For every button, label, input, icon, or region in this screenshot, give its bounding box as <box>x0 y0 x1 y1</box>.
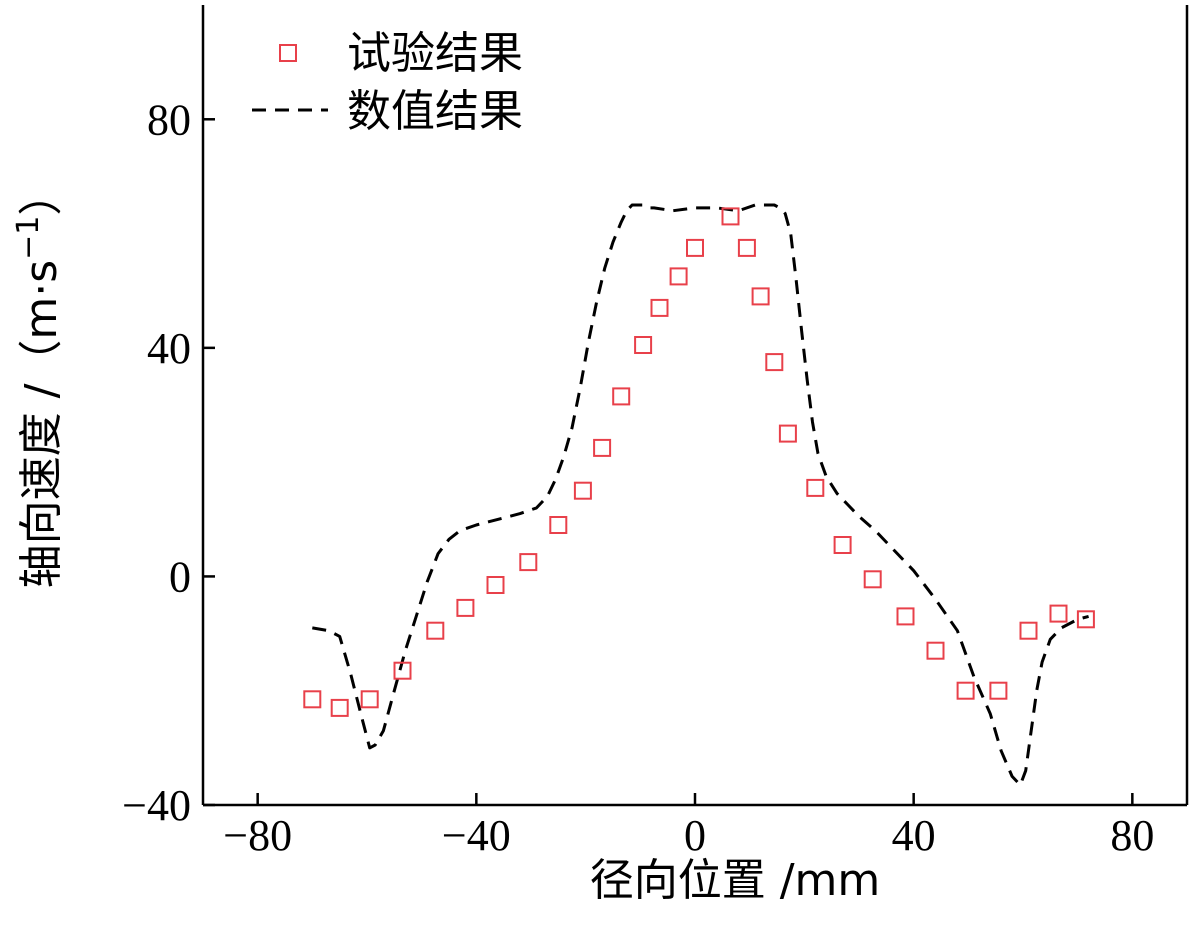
legend-marker-exp-icon <box>279 44 297 62</box>
experimental-point <box>1049 604 1068 623</box>
experimental-point <box>612 387 631 406</box>
y-axis-title: 轴向速度 /（m·s−1） <box>11 172 67 589</box>
y-axis-title-close: ） <box>16 172 67 216</box>
experimental-point <box>833 536 852 554</box>
experimental-point <box>486 576 505 594</box>
experimental-point <box>686 238 704 257</box>
experimental-point <box>956 681 975 700</box>
experimental-point <box>650 298 669 317</box>
experimental-point <box>1076 610 1095 629</box>
experimental-point <box>456 598 475 617</box>
experimental-point <box>737 238 756 257</box>
experimental-point <box>721 207 740 226</box>
experimental-point <box>303 690 322 709</box>
y-tick-label: 40 <box>147 324 191 373</box>
y-ticks: −40 0 40 80 <box>122 95 215 830</box>
experimental-point <box>989 681 1008 700</box>
y-tick-label: 80 <box>147 95 191 144</box>
experimental-point <box>751 287 770 306</box>
numerical-result-line <box>312 203 1089 787</box>
experimental-point <box>926 641 945 660</box>
experimental-point <box>393 661 412 680</box>
x-tick-label: −80 <box>223 811 292 860</box>
x-axis-title: 径向位置 /mm <box>590 855 881 906</box>
experimental-point <box>549 516 568 534</box>
x-tick-label: −40 <box>442 811 511 860</box>
experimental-point <box>896 607 915 626</box>
experimental-point <box>634 336 653 354</box>
x-tick-label: 40 <box>892 811 936 860</box>
experimental-point <box>806 478 825 497</box>
x-tick-label: 80 <box>1110 811 1154 860</box>
experimental-point <box>426 621 445 640</box>
plot-area <box>303 203 1095 787</box>
experimental-point <box>765 353 784 372</box>
experimental-point <box>863 570 882 589</box>
y-axis-title-sup: −1 <box>11 216 46 260</box>
x-tick-label: 0 <box>684 811 706 860</box>
legend-label-num: 数值结果 <box>347 86 523 137</box>
x-ticks: −80 −40 0 40 80 <box>223 793 1154 860</box>
experimental-point <box>593 438 612 457</box>
y-tick-label: −40 <box>122 781 191 830</box>
experimental-point <box>1019 621 1038 640</box>
experimental-point <box>330 698 349 717</box>
experimental-point <box>573 481 592 500</box>
experimental-point <box>360 690 379 709</box>
legend-label-exp: 试验结果 <box>347 28 523 79</box>
legend: 试验结果 数值结果 <box>252 28 523 137</box>
experimental-point <box>669 267 688 286</box>
experimental-point <box>519 553 538 572</box>
experimental-point <box>778 424 797 443</box>
y-tick-label: 0 <box>169 552 191 601</box>
y-axis-title-main: 轴向速度 /（m·s <box>16 260 67 589</box>
